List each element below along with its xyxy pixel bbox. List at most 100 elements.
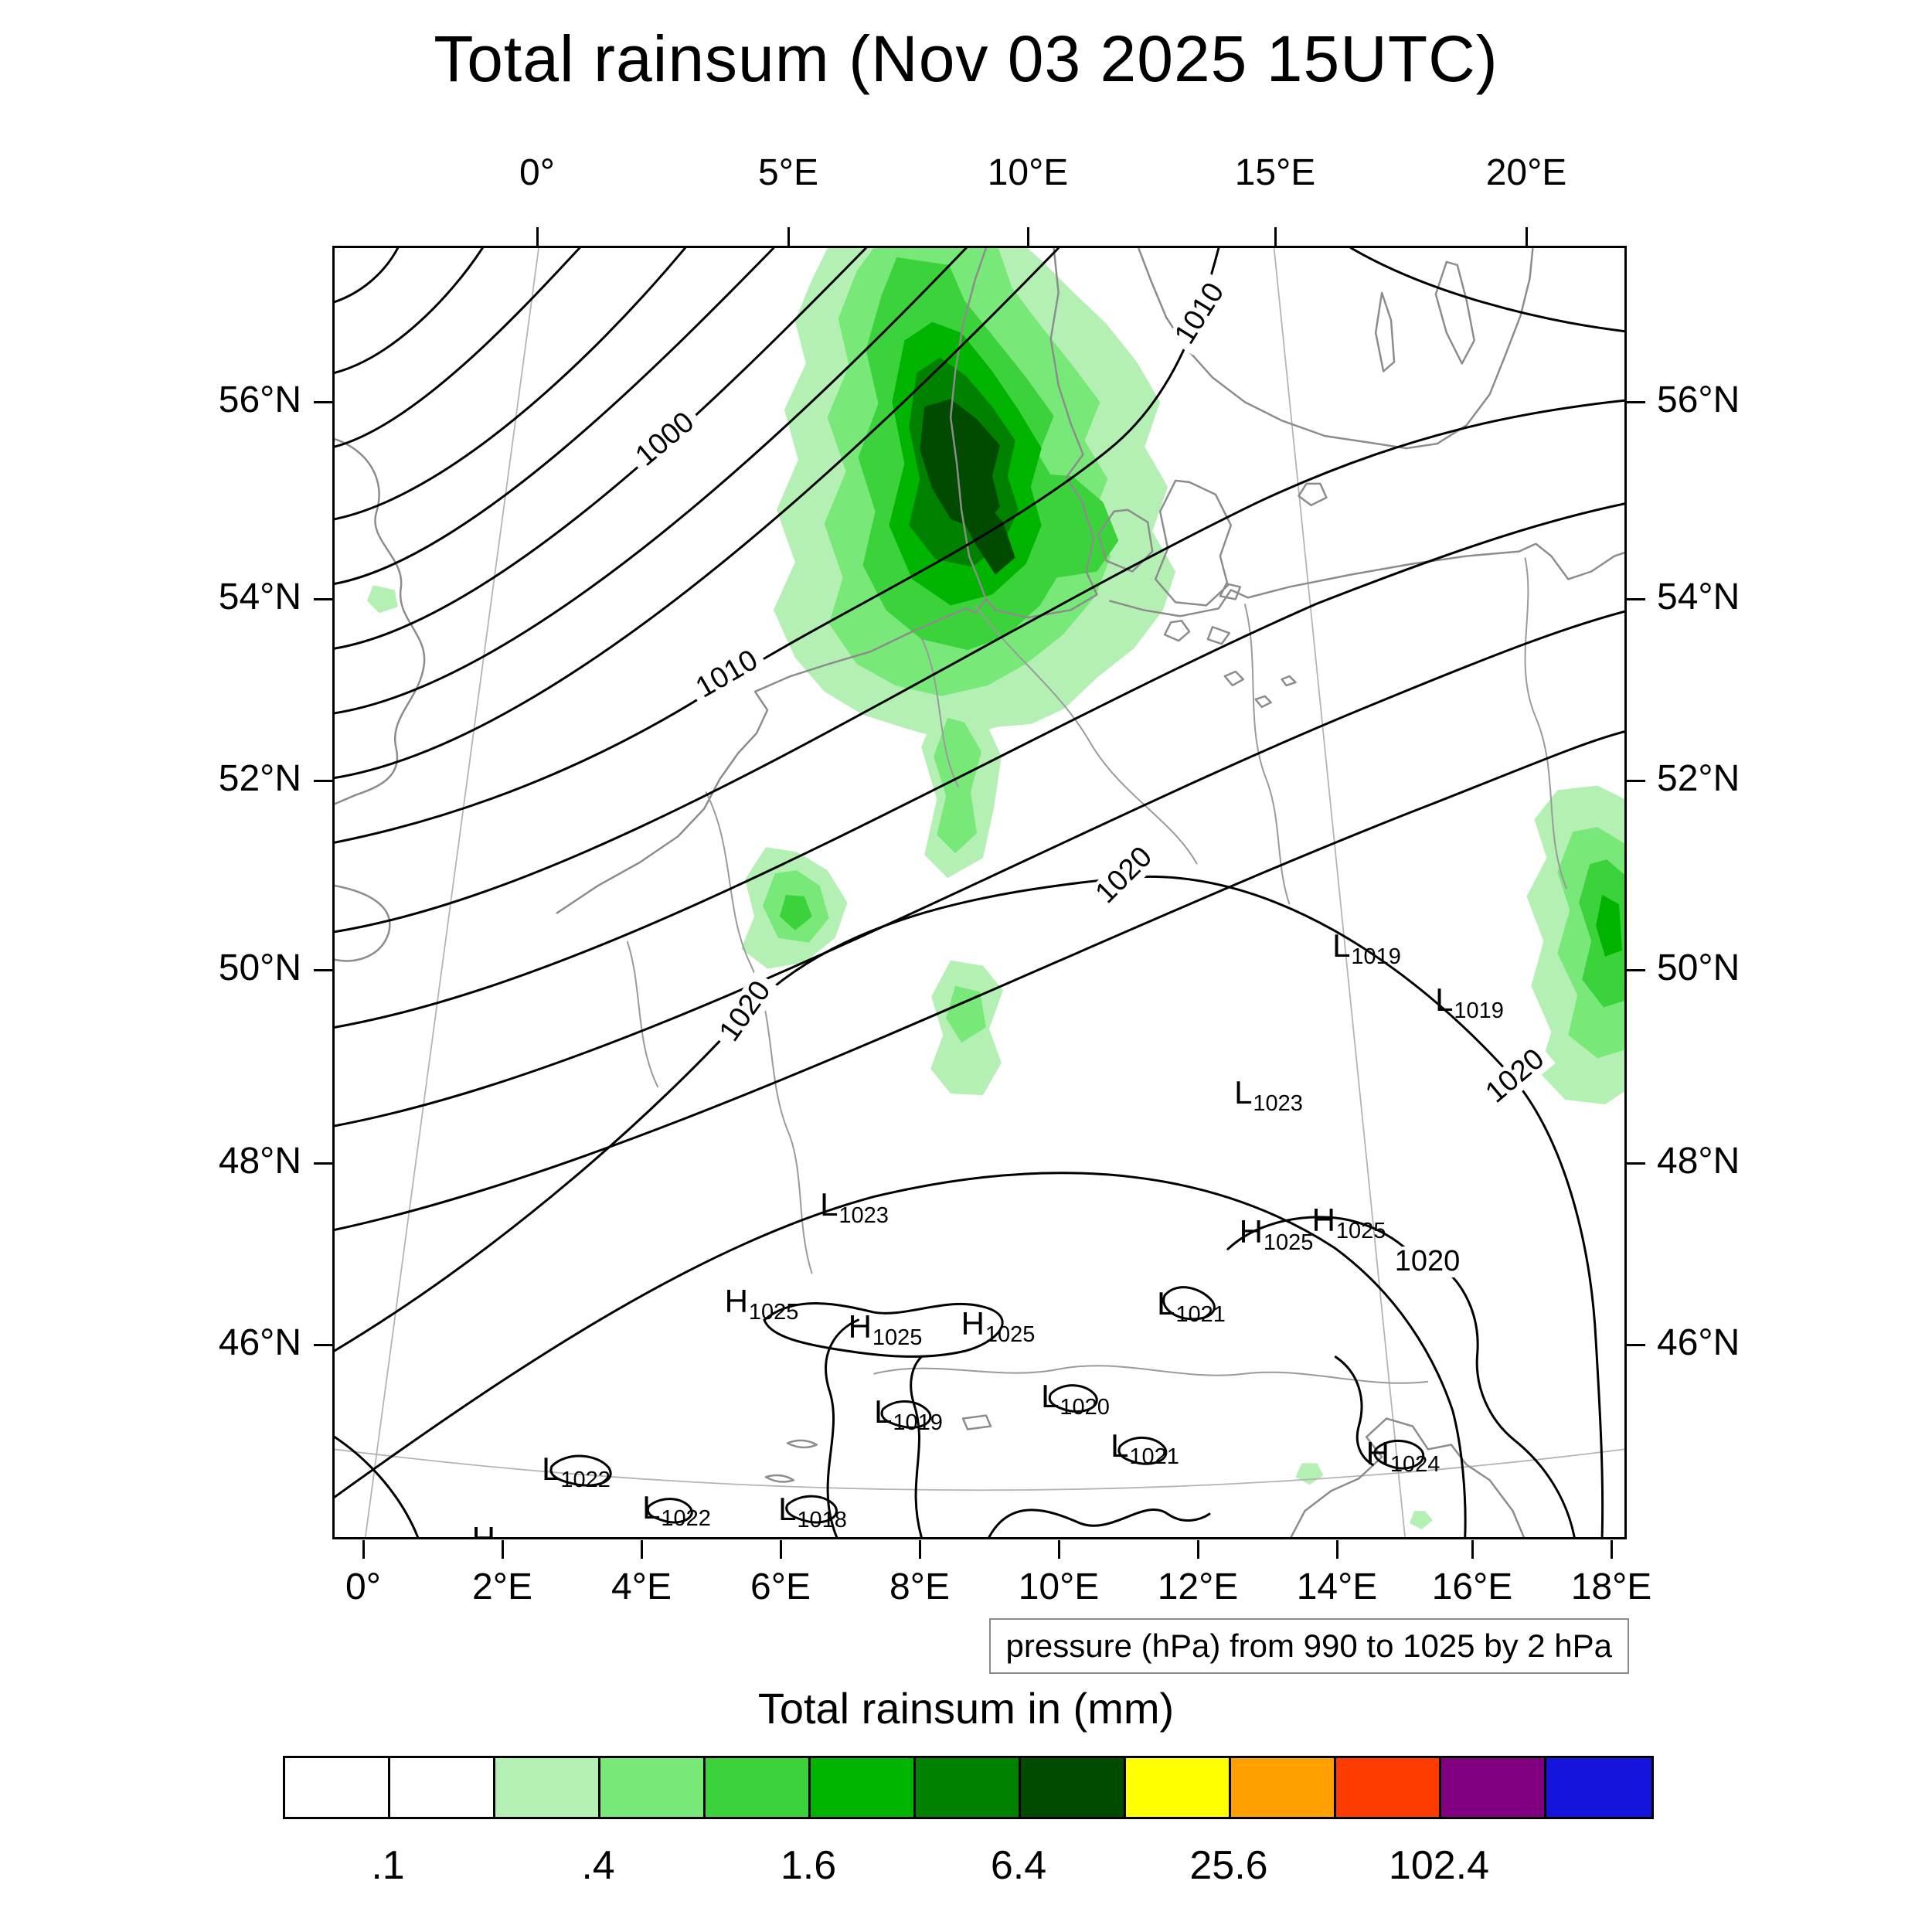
axis-tick [314, 1344, 332, 1346]
pressure-center-letter: L [1234, 1073, 1253, 1111]
axis-tick [1058, 1540, 1060, 1559]
axis-tick [314, 969, 332, 971]
axis-tick [1197, 1540, 1199, 1559]
axis-tick [1336, 1540, 1338, 1559]
axis-tick [1627, 1344, 1645, 1346]
pressure-center: H1025 [1312, 1203, 1386, 1242]
axis-label: 10°E [1018, 1566, 1100, 1607]
colorbar-cell [600, 1758, 706, 1817]
colorbar-tick-label: 102.4 [1388, 1843, 1490, 1888]
map-canvas [335, 248, 1624, 1537]
pressure-center-value: 1019 [1351, 944, 1401, 969]
pressure-center: L1020 [1041, 1377, 1110, 1418]
axis-tick [362, 1540, 365, 1559]
axis-label: 56°N [218, 379, 301, 420]
pressure-center-value: 1025 [1263, 1230, 1314, 1255]
axis-label: 46°N [218, 1322, 301, 1363]
axis-label: 0° [345, 1566, 381, 1607]
axis-tick [787, 227, 790, 246]
axis-label: 15°E [1234, 152, 1316, 193]
pressure-center-letter: L [1041, 1377, 1060, 1414]
pressure-center: L1018 [778, 1490, 847, 1531]
pressure-center-letter: L [820, 1185, 838, 1223]
pressure-center-value: 1019 [893, 1410, 943, 1435]
pressure-center-value: 1020 [1060, 1394, 1110, 1420]
axis-tick [1274, 227, 1277, 246]
axis-label: 48°N [1657, 1141, 1740, 1182]
colorbar-cell [916, 1758, 1021, 1817]
pressure-center-value: 1024 [1389, 1451, 1440, 1477]
axis-tick [1526, 227, 1528, 246]
rain-level-darkest [920, 399, 1015, 575]
colorbar [283, 1756, 1654, 1819]
colorbar-cell [495, 1758, 600, 1817]
colorbar-tick-label: 25.6 [1189, 1843, 1268, 1888]
axis-label: 50°N [218, 947, 301, 988]
axis-tick [314, 401, 332, 403]
colorbar-cell [1021, 1758, 1126, 1817]
colorbar-cell [1231, 1758, 1336, 1817]
pressure-center-letter: H [1366, 1434, 1389, 1471]
pressure-center-value: 1021 [1175, 1301, 1226, 1327]
axis-label: 54°N [1657, 577, 1740, 617]
axis-label: 46°N [1657, 1322, 1740, 1363]
map-area: 1000 1010 1010 1020 1020 1020 1020 L1019… [332, 246, 1627, 1539]
axis-label: 2°E [472, 1566, 532, 1607]
pressure-center-letter: L [874, 1393, 893, 1430]
pressure-center-letter: L [1111, 1427, 1129, 1464]
colorbar-cell [1441, 1758, 1546, 1817]
colorbar-tick-label: 6.4 [990, 1843, 1047, 1888]
pressure-center: H1024 [1366, 1434, 1440, 1475]
pressure-center-value: 1023 [1253, 1090, 1303, 1116]
rivers [626, 557, 1568, 1384]
pressure-center: L1022 [542, 1450, 611, 1491]
colorbar-cell [285, 1758, 390, 1817]
axis-tick [1627, 598, 1645, 600]
pressure-center: L1019 [874, 1393, 943, 1434]
axis-tick [1627, 1162, 1645, 1165]
colorbar-cell [390, 1758, 495, 1817]
page-title: Total rainsum (Nov 03 2025 15UTC) [434, 22, 1498, 95]
graticule-lines [335, 248, 1624, 1537]
axis-tick [536, 227, 539, 246]
axis-label: 12°E [1157, 1566, 1239, 1607]
colorbar-tick-label: .1 [371, 1843, 405, 1888]
colorbar-cell [811, 1758, 916, 1817]
axis-label: 0° [519, 152, 555, 193]
axis-label: 18°E [1570, 1566, 1652, 1607]
pressure-center: L1019 [1332, 929, 1401, 968]
axis-tick [314, 780, 332, 782]
axis-label: 20°E [1485, 152, 1567, 193]
axis-label: 6°E [750, 1566, 811, 1607]
axis-tick [1027, 227, 1029, 246]
pressure-center: L1019 [1435, 983, 1504, 1022]
axis-tick [1627, 401, 1645, 403]
pressure-center: H1025 [849, 1310, 923, 1349]
axis-label: 14°E [1296, 1566, 1378, 1607]
colorbar-cell [1336, 1758, 1441, 1817]
axis-label: 5°E [758, 152, 818, 193]
pressure-center-letter: L [542, 1450, 560, 1487]
axis-label: 50°N [1657, 947, 1740, 988]
pressure-center: L1021 [1111, 1427, 1179, 1468]
colorbar-title: Total rainsum in (mm) [757, 1684, 1175, 1733]
pressure-center: H1021 [472, 1522, 546, 1537]
colorbar-cell [706, 1758, 811, 1817]
pressure-center: H1025 [961, 1304, 1036, 1345]
pressure-center-letter: L [642, 1488, 661, 1526]
axis-tick [919, 1540, 921, 1559]
axis-tick [314, 1162, 332, 1165]
axis-label: 54°N [218, 577, 301, 617]
colorbar-tick-label: 1.6 [780, 1843, 837, 1888]
pressure-center-value: 1025 [1335, 1218, 1386, 1243]
axis-label: 52°N [1657, 758, 1740, 799]
axis-label: 4°E [611, 1566, 672, 1607]
colorbar-tick-label: .4 [581, 1843, 615, 1888]
pressure-center-value: 1025 [985, 1321, 1036, 1347]
isobar-label: 1020 [1388, 1246, 1467, 1277]
pressure-center-letter: L [1157, 1284, 1175, 1321]
pressure-center-letter: L [778, 1490, 797, 1527]
pressure-center-letter: H [961, 1304, 985, 1342]
axis-tick [314, 598, 332, 600]
